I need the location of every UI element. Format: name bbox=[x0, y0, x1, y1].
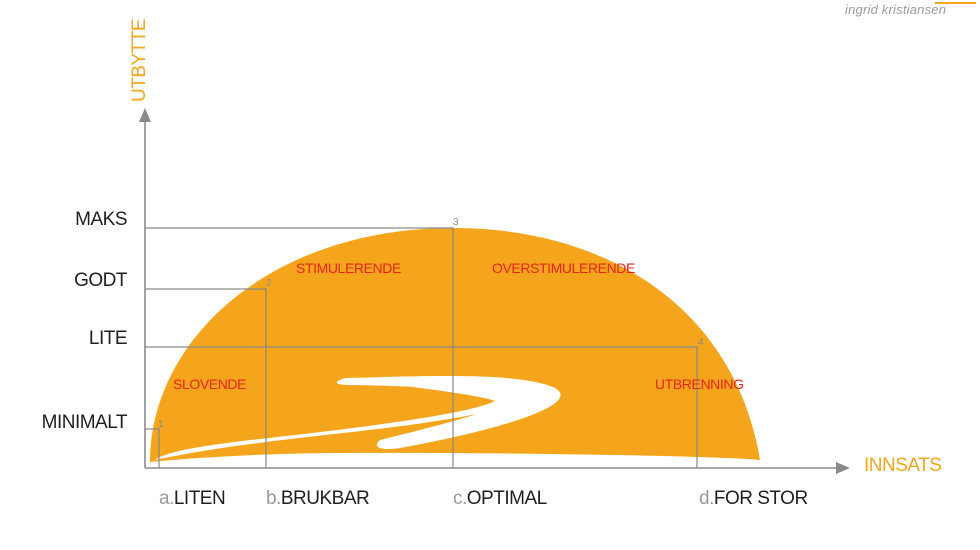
point-number-4: 4 bbox=[698, 337, 704, 348]
x-level-letter: a. bbox=[159, 488, 174, 509]
zone-stimulerende: STIMULERENDE bbox=[296, 260, 401, 276]
zone-overstimulerende: OVERSTIMULERENDE bbox=[492, 260, 635, 276]
x-axis-title: INNSATS bbox=[864, 455, 941, 476]
effort-curve-area bbox=[150, 228, 760, 462]
brand-logo-text: ingrid kristiansen bbox=[845, 2, 946, 17]
zone-slovende: SLOVENDE bbox=[173, 376, 246, 392]
x-axis-arrow-icon bbox=[836, 462, 850, 474]
x-level-label: OPTIMAL bbox=[467, 488, 547, 509]
y-level-minimalt: MINIMALT bbox=[42, 412, 128, 433]
point-number-2: 2 bbox=[266, 278, 272, 289]
y-axis-title: UTBYTTE bbox=[129, 19, 150, 102]
guide-point-1 bbox=[145, 428, 160, 468]
x-level-brukbar: b.BRUKBAR bbox=[266, 488, 369, 509]
y-level-godt: GODT bbox=[74, 270, 128, 291]
x-level-letter: b. bbox=[266, 488, 281, 509]
guide-point-4 bbox=[145, 346, 698, 468]
point-number-1: 1 bbox=[158, 419, 164, 430]
x-level-label: FOR STOR bbox=[714, 488, 808, 509]
x-level-label: LITEN bbox=[174, 488, 225, 509]
point-number-3: 3 bbox=[453, 217, 459, 228]
x-level-liten: a.LITEN bbox=[159, 488, 225, 509]
zone-utbrenning: UTBRENNING bbox=[655, 376, 744, 392]
x-level-label: BRUKBAR bbox=[281, 488, 369, 509]
x-level-for-stor: d.FOR STOR bbox=[699, 488, 808, 509]
winding-road bbox=[155, 376, 561, 460]
y-level-lite: LITE bbox=[89, 328, 127, 349]
axes bbox=[139, 108, 850, 474]
guide-point-2 bbox=[145, 288, 267, 468]
y-axis-arrow-icon bbox=[139, 108, 151, 122]
x-level-letter: d. bbox=[699, 488, 714, 509]
guide-point-3 bbox=[145, 227, 454, 468]
guide-lines bbox=[145, 227, 698, 468]
y-level-maks: MAKS bbox=[75, 209, 127, 230]
x-level-letter: c. bbox=[453, 488, 467, 509]
x-level-optimal: c.OPTIMAL bbox=[453, 488, 547, 509]
